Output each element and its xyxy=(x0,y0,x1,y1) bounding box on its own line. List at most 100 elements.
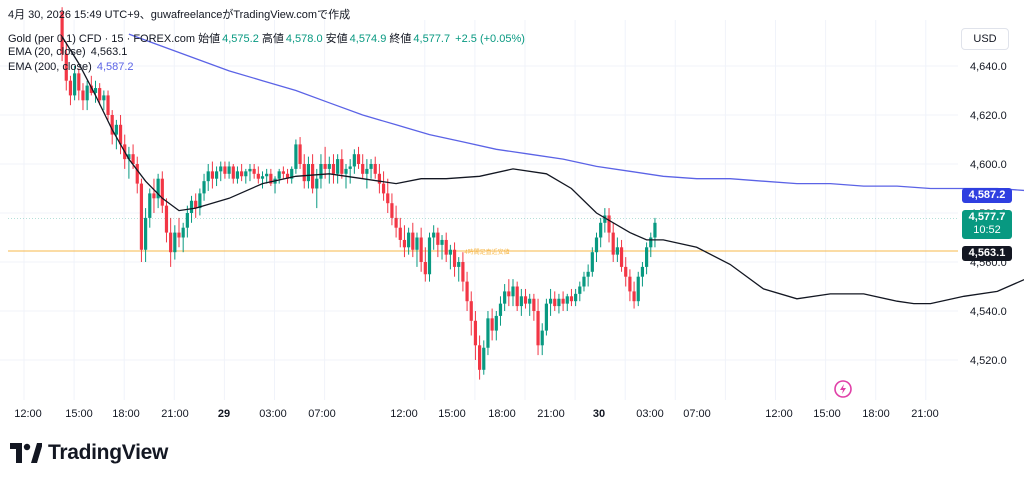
candle[interactable] xyxy=(519,288,523,316)
candles[interactable] xyxy=(60,7,657,380)
candle[interactable] xyxy=(653,217,657,248)
candle[interactable] xyxy=(348,159,352,184)
candle[interactable] xyxy=(244,168,248,184)
candle[interactable] xyxy=(636,271,640,307)
candle[interactable] xyxy=(423,247,427,282)
candle[interactable] xyxy=(444,232,448,262)
candle[interactable] xyxy=(394,205,398,238)
candle[interactable] xyxy=(356,146,361,169)
candle[interactable] xyxy=(252,164,256,179)
candle[interactable] xyxy=(540,323,544,356)
candle[interactable] xyxy=(473,311,478,360)
candle[interactable] xyxy=(206,164,210,191)
candle[interactable] xyxy=(298,137,302,169)
candle[interactable] xyxy=(106,90,110,120)
candle[interactable] xyxy=(461,252,465,292)
candle[interactable] xyxy=(173,225,177,260)
candle[interactable] xyxy=(640,262,645,287)
candle[interactable] xyxy=(306,156,311,189)
candle[interactable] xyxy=(256,166,260,184)
candle[interactable] xyxy=(490,308,494,341)
candle[interactable] xyxy=(569,288,574,307)
candle[interactable] xyxy=(144,208,148,262)
candle[interactable] xyxy=(398,217,402,248)
candle[interactable] xyxy=(565,293,569,311)
candle[interactable] xyxy=(231,164,235,184)
candle[interactable] xyxy=(340,149,344,179)
candle[interactable] xyxy=(118,115,123,155)
candle[interactable] xyxy=(68,75,73,106)
candle[interactable] xyxy=(448,244,452,270)
candle[interactable] xyxy=(578,281,582,302)
candle[interactable] xyxy=(260,171,265,189)
candle[interactable] xyxy=(607,208,611,243)
candle[interactable] xyxy=(619,239,624,272)
ema20-legend[interactable]: EMA (20, close) 4,563.1 xyxy=(8,46,127,58)
candle[interactable] xyxy=(373,156,377,179)
candle[interactable] xyxy=(315,168,319,209)
candle[interactable] xyxy=(507,279,511,307)
candle[interactable] xyxy=(223,161,227,179)
candle[interactable] xyxy=(98,83,102,106)
candle[interactable] xyxy=(60,7,64,62)
candle[interactable] xyxy=(390,193,394,226)
candle[interactable] xyxy=(478,335,482,380)
candle[interactable] xyxy=(599,217,603,248)
candle[interactable] xyxy=(632,281,636,309)
candle[interactable] xyxy=(469,291,473,336)
candle[interactable] xyxy=(407,227,411,255)
candle[interactable] xyxy=(152,178,156,213)
candle[interactable] xyxy=(482,340,486,375)
candle[interactable] xyxy=(411,222,415,258)
candle[interactable] xyxy=(135,156,139,194)
candle[interactable] xyxy=(365,159,369,189)
candle[interactable] xyxy=(645,242,649,275)
candle[interactable] xyxy=(649,232,653,258)
candle[interactable] xyxy=(327,156,331,184)
candle[interactable] xyxy=(273,176,277,194)
candle[interactable] xyxy=(323,146,327,179)
candle[interactable] xyxy=(277,168,281,184)
candle[interactable] xyxy=(156,173,160,209)
candle[interactable] xyxy=(285,168,290,184)
candle[interactable] xyxy=(436,227,440,258)
candle[interactable] xyxy=(427,232,432,282)
symbol-name[interactable]: Gold (per 0.1) CFD · 15 · FOREX.com xyxy=(8,33,196,45)
candle[interactable] xyxy=(548,288,553,316)
candle[interactable] xyxy=(361,154,365,179)
candle[interactable] xyxy=(114,119,118,150)
candle[interactable] xyxy=(624,257,628,287)
candle[interactable] xyxy=(415,232,419,267)
candle[interactable] xyxy=(227,161,231,179)
candle[interactable] xyxy=(89,75,93,96)
candle[interactable] xyxy=(432,225,436,250)
candle[interactable] xyxy=(590,247,594,277)
candle[interactable] xyxy=(419,227,423,272)
candle[interactable] xyxy=(73,66,77,101)
candle[interactable] xyxy=(311,154,315,194)
candle[interactable] xyxy=(81,83,85,111)
candle[interactable] xyxy=(139,178,144,262)
candle[interactable] xyxy=(594,232,599,262)
currency-button[interactable]: USD xyxy=(961,28,1009,50)
candle[interactable] xyxy=(93,80,98,103)
candle[interactable] xyxy=(102,90,106,111)
candle[interactable] xyxy=(169,217,173,267)
candle[interactable] xyxy=(465,271,469,311)
candle[interactable] xyxy=(582,271,586,292)
candle[interactable] xyxy=(294,139,298,174)
candle[interactable] xyxy=(486,311,490,356)
x-axis[interactable]: 12:00 15:00 18:00 21:00 29 03:00 07:00 12:00 15:… xyxy=(14,408,939,420)
candle[interactable] xyxy=(181,222,185,253)
candle[interactable] xyxy=(544,298,548,336)
candle[interactable] xyxy=(561,291,565,311)
candle[interactable] xyxy=(615,237,619,263)
candle[interactable] xyxy=(511,279,515,307)
candle[interactable] xyxy=(240,164,244,182)
ema200-legend[interactable]: EMA (200, close) 4,587.2 xyxy=(8,61,134,73)
candle[interactable] xyxy=(177,217,181,248)
candle[interactable] xyxy=(603,208,607,233)
candle[interactable] xyxy=(452,242,457,277)
candle[interactable] xyxy=(185,205,189,238)
